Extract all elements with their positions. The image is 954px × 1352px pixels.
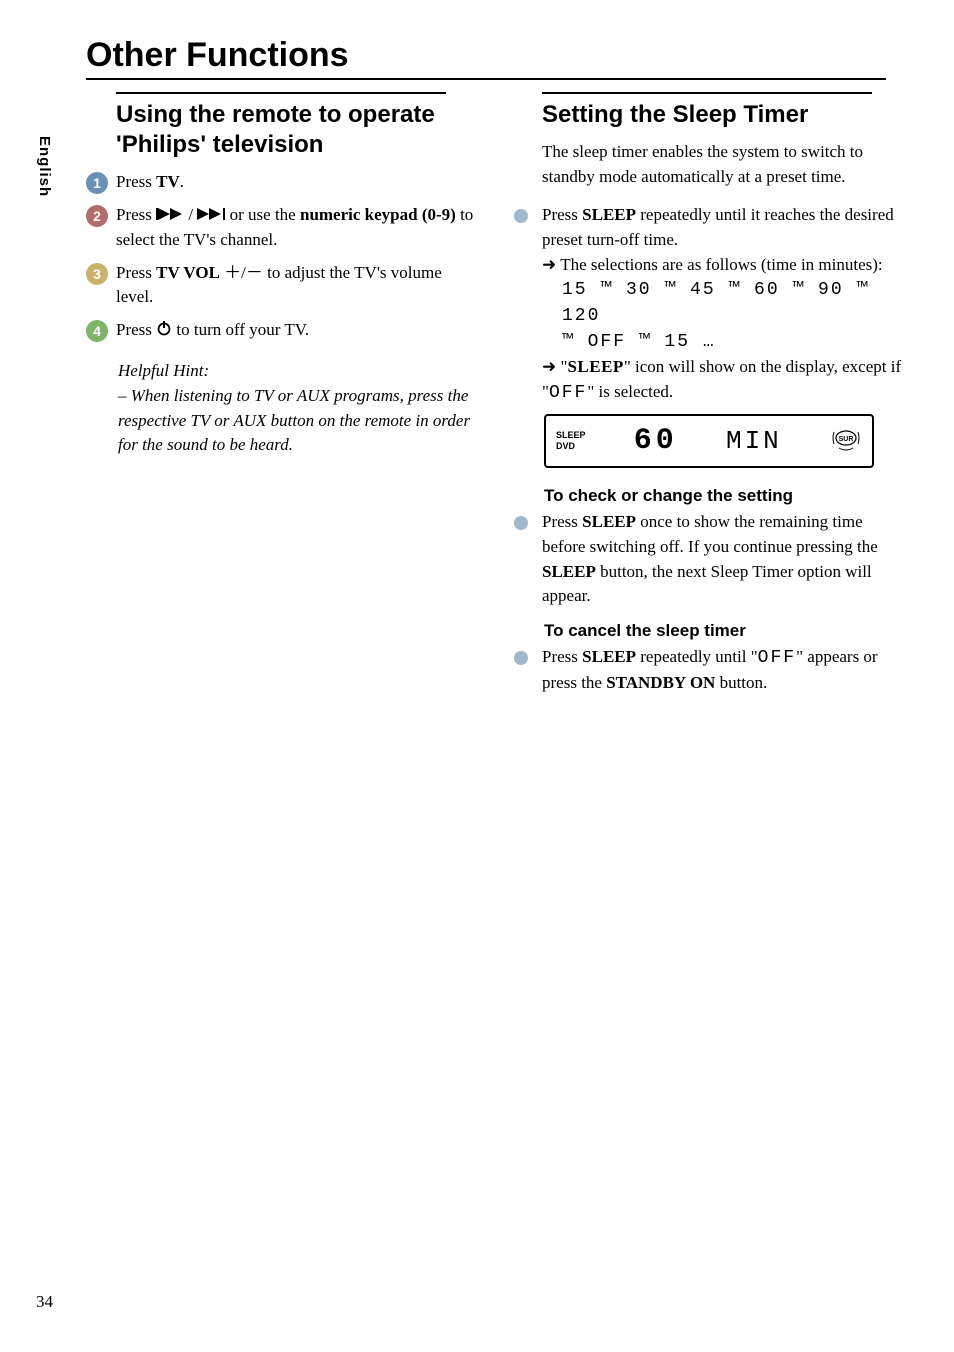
- arrow1-text: The selections are as follows (time in m…: [560, 255, 882, 274]
- b1-pre: Press: [542, 205, 582, 224]
- language-tab: English: [36, 136, 53, 197]
- step-4-post: to turn off your TV.: [172, 320, 309, 339]
- sub1-heading: To check or change the setting: [544, 486, 902, 506]
- display-value: 60: [634, 424, 678, 458]
- sub1-text: Press SLEEP once to show the remaining t…: [542, 510, 902, 609]
- step-3-pre: Press: [116, 263, 156, 282]
- display-labels: SLEEP DVD: [556, 430, 586, 453]
- step-1-pre: Press: [116, 172, 156, 191]
- arrow-line-2: ➜ "SLEEP" icon will show on the display,…: [542, 355, 902, 406]
- sleep-intro: The sleep timer enables the system to sw…: [542, 140, 902, 189]
- step-circle-1: 1: [86, 172, 108, 194]
- left-heading: Using the remote to operate 'Philips' te…: [116, 100, 476, 160]
- power-icon: [156, 319, 172, 344]
- surround-icon: SUR: [830, 422, 862, 460]
- step-4-pre: Press: [116, 320, 156, 339]
- a2-seg: OFF: [549, 383, 587, 403]
- step-4-text: Press to turn off your TV.: [116, 318, 309, 343]
- step-3-text: Press TV VOL ＋/－ to adjust the TV's volu…: [116, 261, 476, 310]
- hint-block: Helpful Hint: – When listening to TV or …: [118, 359, 476, 458]
- s2-bold: SLEEP: [582, 647, 636, 666]
- step-circle-4: 4: [86, 320, 108, 342]
- a2-post: " is selected.: [587, 382, 673, 401]
- hint-body: – When listening to TV or AUX programs, …: [118, 384, 476, 458]
- a2-sc: SLEEP: [567, 357, 623, 376]
- sub2-text: Press SLEEP repeatedly until "OFF" appea…: [542, 645, 902, 696]
- display-box: SLEEP DVD 60 MIN SUR: [544, 414, 874, 468]
- sequence-line-1: 15 ™ 30 ™ 45 ™ 60 ™ 90 ™ 120: [562, 277, 902, 329]
- step-2-pre: Press: [116, 205, 156, 224]
- bullet-icon: [514, 651, 528, 665]
- page-title: Other Functions: [86, 36, 349, 75]
- sub2-bullet: Press SLEEP repeatedly until "OFF" appea…: [512, 645, 902, 696]
- arrow-icon: ➜: [542, 355, 556, 380]
- step-4: 4 Press to turn off your TV.: [86, 318, 476, 343]
- step-circle-2: 2: [86, 205, 108, 227]
- bullet-icon: [514, 516, 528, 530]
- step-circle-3: 3: [86, 263, 108, 285]
- right-heading: Setting the Sleep Timer: [542, 100, 902, 130]
- s1-bold: SLEEP: [582, 512, 636, 531]
- arrow-line-1: ➜ The selections are as follows (time in…: [542, 253, 902, 278]
- display-label-2: DVD: [556, 441, 586, 453]
- s2-seg: OFF: [758, 648, 796, 668]
- step-1-text: Press TV.: [116, 170, 184, 195]
- step-2: 2 Press / or use the numeric keypad (0-9…: [86, 203, 476, 253]
- s2-bold2: STANDBY ON: [606, 673, 715, 692]
- step-2-mid: or use the: [225, 205, 300, 224]
- left-column: Using the remote to operate 'Philips' te…: [86, 92, 476, 704]
- right-column: Setting the Sleep Timer The sleep timer …: [512, 92, 902, 704]
- page-number: 34: [36, 1292, 53, 1312]
- sleep-bullet-1: Press SLEEP repeatedly until it reaches …: [512, 203, 902, 406]
- title-rule: [86, 78, 886, 80]
- sub2-heading: To cancel the sleep timer: [544, 621, 902, 641]
- next-track-icon: [197, 203, 225, 228]
- step-1: 1 Press TV.: [86, 170, 476, 195]
- step-3-bold: TV VOL: [156, 263, 220, 282]
- s2-pre: Press: [542, 647, 582, 666]
- prev-track-icon: [156, 203, 184, 228]
- b1-bold: SLEEP: [582, 205, 636, 224]
- display-unit: MIN: [726, 426, 782, 456]
- sleep-bullet-1-text: Press SLEEP repeatedly until it reaches …: [542, 203, 902, 406]
- step-1-post: .: [180, 172, 184, 191]
- step-2-bold: numeric keypad (0-9): [300, 205, 456, 224]
- s1-pre: Press: [542, 512, 582, 531]
- sub1-bullet: Press SLEEP once to show the remaining t…: [512, 510, 902, 609]
- display-label-1: SLEEP: [556, 430, 586, 442]
- s1-bold2: SLEEP: [542, 562, 596, 581]
- sequence-line-2: ™ OFF ™ 15 …: [562, 329, 902, 355]
- content-columns: Using the remote to operate 'Philips' te…: [86, 92, 906, 704]
- step-3: 3 Press TV VOL ＋/－ to adjust the TV's vo…: [86, 261, 476, 310]
- s2-mid: repeatedly until ": [636, 647, 758, 666]
- svg-text:SUR: SUR: [839, 436, 854, 443]
- hint-title: Helpful Hint:: [118, 359, 476, 384]
- step-2-text: Press / or use the numeric keypad (0-9) …: [116, 203, 476, 253]
- step-1-bold: TV: [156, 172, 180, 191]
- col-rule-left: [116, 92, 446, 94]
- arrow-icon: ➜: [542, 253, 556, 278]
- s2-post: button.: [715, 673, 767, 692]
- col-rule-right: [542, 92, 872, 94]
- bullet-icon: [514, 209, 528, 223]
